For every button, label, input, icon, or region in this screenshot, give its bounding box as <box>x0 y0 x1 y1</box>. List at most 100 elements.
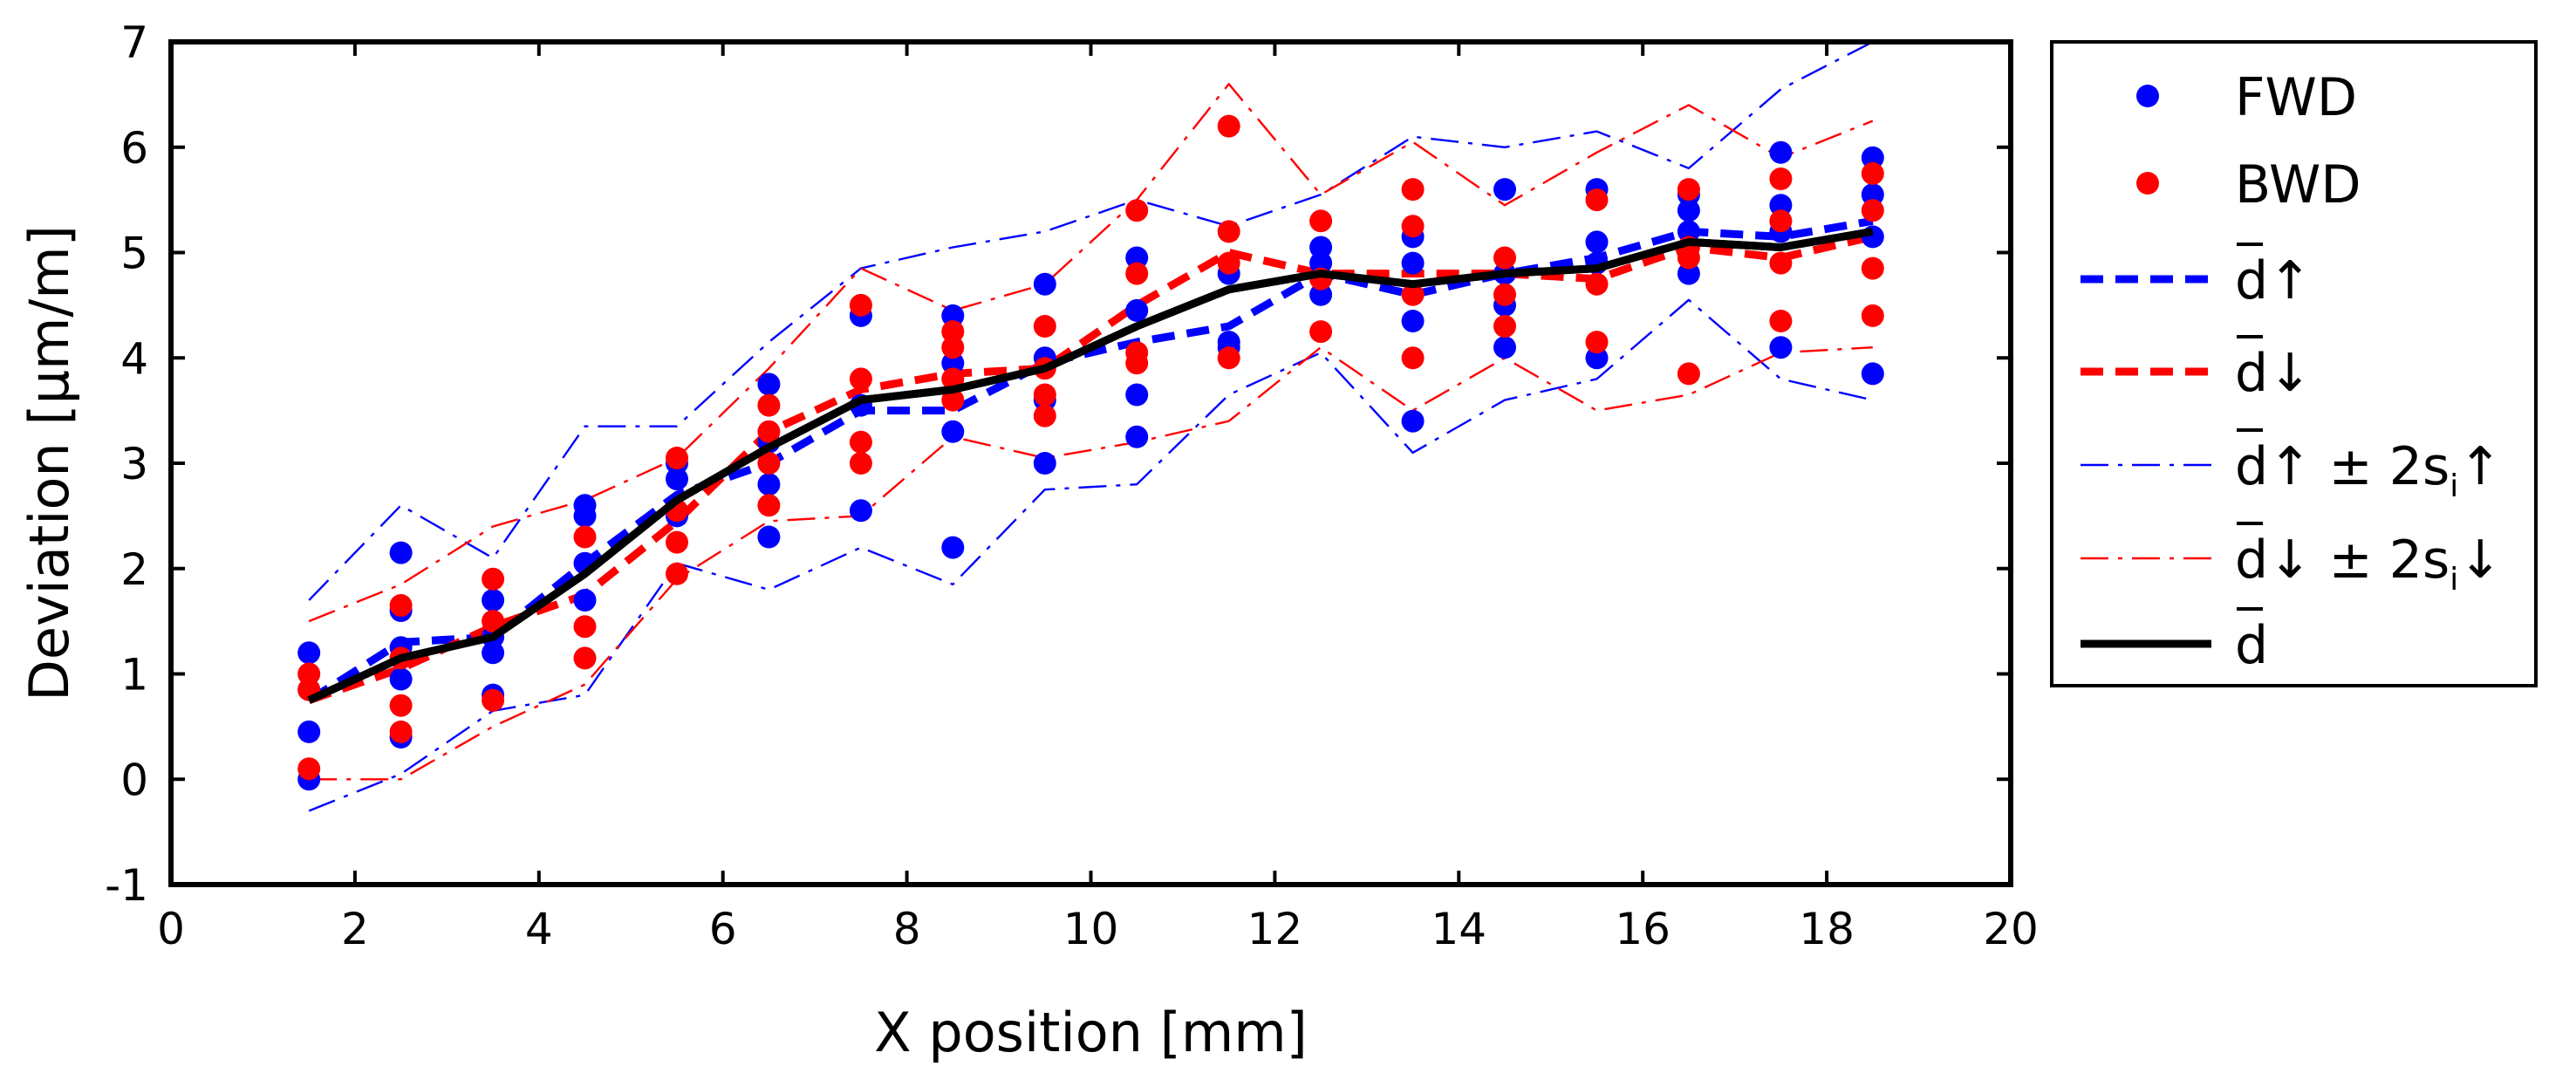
x-tick-label-5: 10 <box>1063 904 1119 954</box>
bwd-point-57 <box>1677 178 1700 202</box>
fwd-point-43 <box>1309 251 1333 275</box>
fwd-point-64 <box>1769 140 1793 164</box>
bwd-point-58 <box>1769 310 1793 332</box>
legend-label-4: d↑ ± 2si↑ <box>2235 436 2503 504</box>
bwd-point-13 <box>666 562 688 585</box>
series-line-0 <box>306 216 1874 704</box>
legend-label-5: d↓ ± 2si↓ <box>2235 530 2503 598</box>
legend-box <box>2050 40 2538 687</box>
bwd-point-3 <box>389 720 413 743</box>
legend-sub-5: i <box>2450 562 2458 598</box>
bwd-point-22 <box>849 430 872 454</box>
legend-item-0: FWD <box>2136 67 2357 128</box>
bwd-point-28 <box>941 320 965 344</box>
bwd-point-30 <box>1033 383 1056 407</box>
fwd-point-34 <box>1033 272 1056 296</box>
bwd-point-60 <box>1769 209 1793 233</box>
x-tick-label-6: 12 <box>1247 904 1303 954</box>
x-tick-label-1: 2 <box>341 904 369 954</box>
y-tick-label-2: 1 <box>120 650 148 701</box>
fwd-point-21 <box>757 473 781 496</box>
legend-base-2: d <box>2235 250 2268 311</box>
bwd-point-32 <box>1033 315 1056 338</box>
bwd-point-51 <box>1585 331 1609 354</box>
legend-item-6: d <box>2081 607 2268 676</box>
bwd-point-20 <box>757 393 781 417</box>
x-tick-label-0: 0 <box>157 904 185 954</box>
bwd-point-34 <box>1125 341 1149 365</box>
x-tick-label-9: 18 <box>1799 904 1855 954</box>
bwd-point-0 <box>297 757 321 781</box>
fwd-point-45 <box>1401 409 1425 433</box>
bwd-point-9 <box>482 567 505 591</box>
legend-sub-4: i <box>2450 468 2458 504</box>
series-line-5 <box>309 346 1873 781</box>
fwd-point-55 <box>1585 230 1609 254</box>
legend-suffix-5: ↓ ± 2s <box>2268 530 2450 591</box>
fwd-point-65 <box>1861 362 1884 386</box>
bwd-point-41 <box>1309 320 1333 344</box>
bwd-point-63 <box>1861 256 1884 280</box>
bwd-point-49 <box>1493 283 1516 306</box>
legend-item-4: d↑ ± 2si↑ <box>2081 428 2503 504</box>
legend-item-3: d↓ <box>2081 335 2312 404</box>
bwd-point-19 <box>757 420 781 443</box>
bwd-point-4 <box>389 694 413 717</box>
series-line-4 <box>308 83 1874 623</box>
fwd-point-37 <box>1125 298 1149 322</box>
bwd-point-45 <box>1401 283 1425 306</box>
bwd-point-39 <box>1217 220 1240 243</box>
bwd-point-8 <box>482 610 505 633</box>
bwd-point-35 <box>1125 262 1149 285</box>
legend-item-1: BWD <box>2136 154 2361 215</box>
fwd-point-29 <box>941 352 965 375</box>
fwd-point-8 <box>389 541 413 564</box>
bwd-point-16 <box>666 447 688 469</box>
bwd-point-64 <box>1861 199 1884 222</box>
bwd-point-11 <box>573 615 597 639</box>
y-tick-label-0: -1 <box>105 860 148 911</box>
fwd-point-23 <box>757 373 781 396</box>
fwd-point-1 <box>297 720 321 743</box>
legend-label-0: FWD <box>2235 67 2357 128</box>
bwd-point-2 <box>297 662 321 686</box>
series-line-3 <box>308 298 1874 812</box>
bwd-point-48 <box>1493 315 1516 338</box>
legend-label-2: d↑ <box>2235 250 2312 311</box>
x-tick-label-3: 6 <box>709 904 737 954</box>
bwd-point-27 <box>941 336 965 359</box>
fwd-point-12 <box>482 589 505 612</box>
bwd-point-65 <box>1861 161 1884 185</box>
bwd-point-61 <box>1769 167 1793 190</box>
bwd-point-21 <box>849 452 872 475</box>
fwd-point-3 <box>297 641 321 665</box>
fwd-point-47 <box>1401 251 1425 275</box>
fwd-point-28 <box>941 420 965 443</box>
fwd-point-27 <box>941 536 965 559</box>
bwd-point-43 <box>1309 209 1333 233</box>
fwd-point-68 <box>1861 146 1884 169</box>
bwd-point-10 <box>573 646 597 670</box>
bwd-point-7 <box>482 688 505 712</box>
fwd-point-30 <box>941 304 965 327</box>
fwd-point-49 <box>1493 336 1516 359</box>
legend-marker-1 <box>2136 172 2159 195</box>
y-tick-label-7: 6 <box>120 123 148 174</box>
bwd-point-59 <box>1769 251 1793 275</box>
x-tick-label-4: 8 <box>893 904 921 954</box>
fwd-point-20 <box>757 525 781 549</box>
legend-label-3: d↓ <box>2235 343 2312 404</box>
bwd-point-23 <box>849 367 872 391</box>
fwd-point-53 <box>1585 346 1609 370</box>
fwd-point-38 <box>1125 246 1149 270</box>
fwd-point-24 <box>849 499 872 523</box>
y-tick-label-6: 5 <box>120 229 148 279</box>
y-tick-label-8: 7 <box>120 17 148 68</box>
bwd-point-6 <box>389 594 413 617</box>
fwd-point-67 <box>1861 183 1884 207</box>
fwd-point-18 <box>666 468 688 491</box>
bwd-point-18 <box>757 452 781 475</box>
legend-suffix-3: ↓ <box>2268 343 2312 404</box>
y-tick-label-4: 3 <box>120 439 148 489</box>
legend-suffix-2: ↑ <box>2268 250 2312 311</box>
